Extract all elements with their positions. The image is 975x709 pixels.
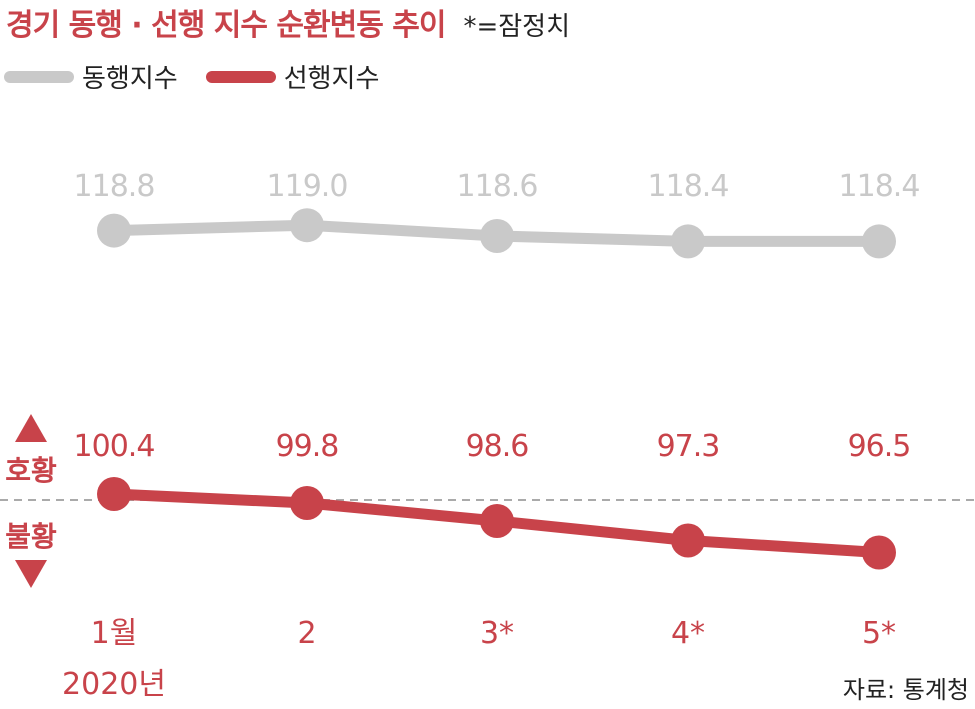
down-triangle-icon [15, 560, 47, 588]
data-label-0-4: 118.4 [839, 169, 920, 204]
data-point-1-4 [862, 535, 896, 570]
data-label-0-2: 118.6 [457, 169, 538, 204]
data-point-1-1 [290, 486, 324, 520]
data-label-1-3: 97.3 [657, 429, 720, 464]
legend-swatch-leading [205, 70, 276, 83]
data-label-0-0: 118.8 [74, 169, 155, 204]
provisional-note: *=잠정치 [463, 12, 571, 42]
data-point-1-2 [480, 504, 514, 538]
data-label-0-1: 119.0 [267, 169, 348, 204]
chart-header: 경기 동행 · 선행 지수 순환변동 추이 *=잠정치 [6, 0, 570, 44]
x-tick-sublabel-0: 2020년 [62, 667, 166, 702]
data-label-1-1: 99.8 [276, 429, 339, 464]
zone-label-down: 불황 [5, 520, 57, 553]
data-point-1-0 [97, 477, 131, 511]
data-label-1-4: 96.5 [848, 429, 911, 464]
x-tick-label-1: 2 [297, 616, 316, 651]
legend-item-leading: 선행지수 [205, 58, 380, 95]
data-point-0-2 [480, 219, 514, 253]
data-point-1-3 [671, 523, 705, 558]
source-note: 자료: 통계청 [842, 676, 969, 704]
x-tick-label-3: 4* [671, 616, 705, 651]
data-point-0-4 [862, 224, 896, 259]
legend-item-coincident: 동행지수 [4, 58, 178, 95]
data-point-0-0 [97, 213, 131, 248]
chart-title: 경기 동행 · 선행 지수 순환변동 추이 [6, 8, 446, 43]
legend-swatch-coincident [4, 70, 74, 83]
data-point-0-3 [671, 224, 705, 259]
up-triangle-icon [15, 414, 47, 442]
x-tick-label-0: 1월 [91, 616, 138, 651]
plot-area: 118.8 119.0 118.6 118.4 118.4 100.4 99.8 98.6 97… [62, 169, 920, 702]
legend-label-coincident: 동행지수 [82, 64, 178, 94]
legend-label-leading: 선행지수 [283, 64, 380, 94]
data-label-1-2: 98.6 [466, 429, 529, 464]
x-tick-label-2: 3* [480, 616, 514, 651]
x-tick-label-4: 5* [862, 616, 896, 651]
zone-label-up: 호황 [5, 454, 57, 487]
data-label-0-3: 118.4 [648, 169, 729, 204]
data-label-1-0: 100.4 [74, 429, 155, 464]
data-point-0-1 [290, 208, 324, 243]
legend: 동행지수 선행지수 [4, 58, 407, 95]
